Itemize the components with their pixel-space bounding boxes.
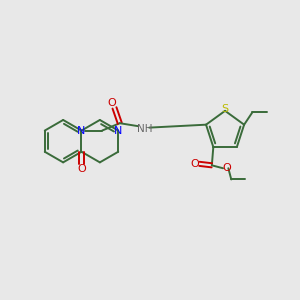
Text: NH: NH <box>137 124 152 134</box>
Text: N: N <box>77 126 86 136</box>
Text: O: O <box>223 163 231 173</box>
Text: S: S <box>221 104 229 114</box>
Text: O: O <box>107 98 116 108</box>
Text: N: N <box>114 126 122 136</box>
Text: O: O <box>191 159 200 169</box>
Text: O: O <box>77 164 86 174</box>
